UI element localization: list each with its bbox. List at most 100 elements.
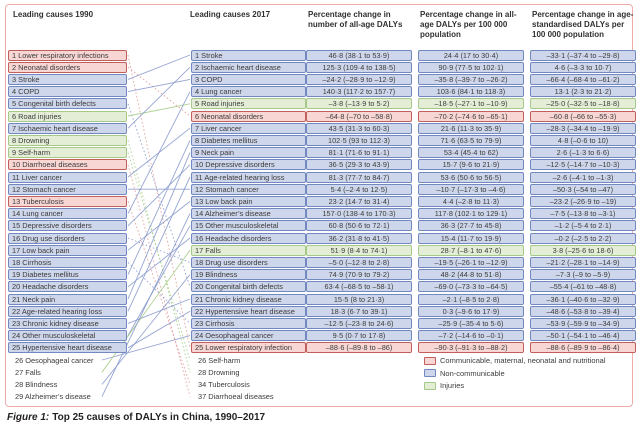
pct-age-std-cell-7: –28·3 (–34·4 to –19·9): [530, 122, 636, 134]
header-pct-change-per100k: Percentage change in all-age DALYs per 1…: [420, 10, 517, 39]
figure-caption-label: Figure 1:: [7, 412, 50, 423]
pct-age-std-cell-18: –21·2 (–28·1 to –14·9): [530, 256, 636, 268]
cause-1990-row-19: 19 Diabetes mellitus: [8, 269, 127, 281]
cause-1990-row-15: 15 Depressive disorders: [8, 220, 127, 232]
pct-number-cell-18: –5·0 (–12·8 to 2·8): [306, 256, 412, 268]
pct-number-cell-5: –3·8 (–13·9 to 5·2): [306, 98, 412, 110]
pct-age-std-cell-16: –0·2 (–2·5 to 2·2): [530, 232, 636, 244]
pct-per100k-cell-3: –35·8 (–39·7 to –26·2): [418, 73, 524, 85]
pct-number-cell-3: –24·2 (–28·9 to –12·9): [306, 73, 412, 85]
cause-1990-row-20: 20 Headache disorders: [8, 281, 127, 293]
pct-number-cell-1: 46·8 (38·1 to 53·9): [306, 49, 412, 61]
cause-2017-row-9: 9 Neck pain: [191, 147, 306, 159]
pct-age-std-cell-6: –60·8 (–66 to –55·3): [530, 110, 636, 122]
cause-2017-row-23: 23 Cirrhosis: [191, 317, 306, 329]
legend-label-communicable: Communicable, maternal, neonatal and nut…: [440, 356, 606, 365]
cause-1990-row-23: 23 Chronic kidney disease: [8, 317, 127, 329]
cause-2017-row-20: 20 Congenital birth defects: [191, 281, 306, 293]
cause-2017-row-21: 21 Chronic kidney disease: [191, 293, 306, 305]
cause-2017-row-8: 8 Diabetes mellitus: [191, 134, 306, 146]
pct-per100k-cell-24: –7·2 (–14·6 to –0·1): [418, 330, 524, 342]
pct-number-cell-24: 9·5 (0·7 to 17·8): [306, 330, 412, 342]
figure-caption: Figure 1: Top 25 causes of DALYs in China…: [7, 412, 265, 423]
pct-per100k-cell-18: –19·5 (–26·1 to –12·9): [418, 256, 524, 268]
pct-age-std-cell-15: –1·2 (–5·4 to 2·1): [530, 220, 636, 232]
pct-age-std-cell-8: 4·8 (–0·6 to 10): [530, 134, 636, 146]
cause-2017-row-37: 37 Diarrhoeal diseases: [198, 392, 274, 402]
cause-2017-row-22: 22 Hypertensive heart disease: [191, 305, 306, 317]
pct-number-cell-8: 102·5 (93 to 112·3): [306, 134, 412, 146]
pct-per100k-cell-7: 21·6 (11·3 to 35·9): [418, 122, 524, 134]
cause-1990-row-22: 22 Age-related hearing loss: [8, 305, 127, 317]
cause-1990-row-18: 18 Cirrhosis: [8, 256, 127, 268]
pct-age-std-cell-23: –53·9 (–59·9 to –34·9): [530, 317, 636, 329]
pct-age-std-cell-10: –12·5 (–14·7 to –10·3): [530, 159, 636, 171]
header-pct-change-age-standardised: Percentage change in age-standardised DA…: [532, 10, 634, 39]
pct-per100k-cell-12: –10·7 (–17·3 to –4·6): [418, 183, 524, 195]
cause-2017-row-24: 24 Oesophageal cancer: [191, 330, 306, 342]
cause-1990-row-26: 26 Oesophageal cancer: [15, 355, 94, 365]
pct-age-std-cell-1: –33·1 (–37·4 to –29·8): [530, 49, 636, 61]
cause-2017-row-4: 4 Lung cancer: [191, 86, 306, 98]
pct-number-cell-19: 74·9 (70·9 to 79·2): [306, 269, 412, 281]
pct-number-cell-13: 23·2 (14·7 to 31·4): [306, 195, 412, 207]
legend-item-communicable: Communicable, maternal, neonatal and nut…: [424, 356, 606, 365]
pct-per100k-cell-6: –70·2 (–74·6 to –65·1): [418, 110, 524, 122]
cause-1990-row-27: 27 Falls: [15, 367, 41, 377]
pct-age-std-cell-17: 3·8 (–25·6 to 18·6): [530, 244, 636, 256]
cause-2017-row-28: 28 Drowning: [198, 367, 240, 377]
cause-1990-row-12: 12 Stomach cancer: [8, 183, 127, 195]
pct-number-cell-11: 81·3 (77·7 to 84·7): [306, 171, 412, 183]
pct-per100k-cell-9: 53·4 (45·4 to 62): [418, 147, 524, 159]
cause-1990-row-7: 7 Ischaemic heart disease: [8, 122, 127, 134]
cause-2017-row-18: 18 Drug use disorders: [191, 256, 306, 268]
pct-number-cell-25: –88·6 (–89·8 to –86): [306, 342, 412, 354]
cause-2017-row-5: 5 Road injuries: [191, 98, 306, 110]
pct-age-std-cell-3: –66·4 (–68·4 to –61·2): [530, 73, 636, 85]
cause-1990-row-28: 28 Blindness: [15, 379, 58, 389]
pct-age-std-cell-24: –50·1 (–54·1 to –46·4): [530, 330, 636, 342]
cause-2017-row-26: 26 Self-harm: [198, 355, 241, 365]
pct-number-cell-16: 36·2 (31·8 to 41·5): [306, 232, 412, 244]
cause-2017-row-10: 10 Depressive disorders: [191, 159, 306, 171]
cause-2017-row-7: 7 Liver cancer: [191, 122, 306, 134]
pct-age-std-cell-5: –25·0 (–32·5 to –18·8): [530, 98, 636, 110]
pct-number-cell-14: 157·0 (138·4 to 170·3): [306, 208, 412, 220]
cause-1990-row-5: 5 Congenital birth defects: [8, 98, 127, 110]
pct-number-cell-9: 81·1 (71·6 to 91·1): [306, 147, 412, 159]
legend-label-injuries: Injuries: [440, 381, 465, 390]
pct-number-cell-6: –64·8 (–70 to –58·8): [306, 110, 412, 122]
pct-age-std-cell-2: 4·6 (–3·3 to 10·7): [530, 61, 636, 73]
pct-age-std-cell-21: –36·1 (–40·6 to –32·9): [530, 293, 636, 305]
cause-2017-row-13: 13 Low back pain: [191, 195, 306, 207]
pct-number-cell-10: 36·5 (29·3 to 43·9): [306, 159, 412, 171]
cause-1990-row-29: 29 Alzheimer’s disease: [15, 392, 91, 402]
pct-age-std-cell-14: –7·5 (–13·8 to –3·1): [530, 208, 636, 220]
pct-per100k-cell-14: 117·8 (102·1 to 129·1): [418, 208, 524, 220]
cause-2017-row-17: 17 Falls: [191, 244, 306, 256]
pct-number-cell-23: –12·5 (–23·8 to 24·6): [306, 317, 412, 329]
legend-swatch-communicable: [424, 356, 436, 365]
cause-2017-row-1: 1 Stroke: [191, 49, 306, 61]
pct-per100k-cell-11: 53·6 (50·6 to 56·5): [418, 171, 524, 183]
cause-2017-row-12: 12 Stomach cancer: [191, 183, 306, 195]
cause-1990-row-10: 10 Diarrhoeal diseases: [8, 159, 127, 171]
pct-age-std-cell-22: –48·6 (–53·8 to –39·4): [530, 305, 636, 317]
pct-age-std-cell-13: –23·2 (–26·9 to –19): [530, 195, 636, 207]
cause-1990-row-21: 21 Neck pain: [8, 293, 127, 305]
pct-number-cell-17: 51·9 (8·4 to 74·1): [306, 244, 412, 256]
pct-per100k-cell-22: 0·3 (–9·6 to 17·9): [418, 305, 524, 317]
legend-swatch-injuries: [424, 381, 436, 390]
header-pct-change-number: Percentage change in number of all-age D…: [308, 10, 403, 29]
pct-per100k-cell-20: –69·0 (–73·3 to –64·5): [418, 281, 524, 293]
pct-per100k-cell-13: 4·4 (–2·8 to 11·3): [418, 195, 524, 207]
cause-2017-row-16: 16 Headache disorders: [191, 232, 306, 244]
pct-number-cell-22: 18·3 (6·7 to 39·1): [306, 305, 412, 317]
pct-age-std-cell-9: 2·6 (–1·3 to 6·6): [530, 147, 636, 159]
pct-number-cell-15: 60·8 (50·6 to 72·1): [306, 220, 412, 232]
legend-swatch-non-communicable: [424, 369, 436, 377]
header-leading-causes-1990: Leading causes 1990: [13, 10, 94, 19]
cause-1990-row-17: 17 Low back pain: [8, 244, 127, 256]
pct-age-std-cell-4: 13·1 (2·3 to 21·2): [530, 86, 636, 98]
cause-2017-row-19: 19 Blindness: [191, 269, 306, 281]
